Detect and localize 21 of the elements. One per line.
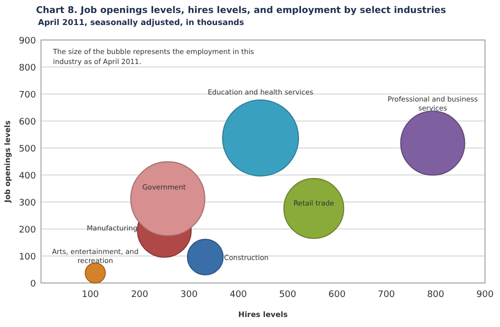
x-tick-label: 200	[131, 290, 149, 300]
chart-subtitle: April 2011, seasonally adjusted, in thousands	[38, 18, 244, 27]
y-tick-label: 700	[18, 90, 36, 100]
x-tick-label: 700	[378, 290, 396, 300]
y-tick-label: 900	[18, 36, 36, 46]
y-tick-label: 600	[18, 118, 36, 128]
y-tick-label: 100	[18, 252, 36, 262]
y-tick-label: 500	[18, 144, 36, 154]
y-tick-label: 0	[30, 280, 36, 290]
x-tick-label: 900	[476, 290, 494, 300]
y-tick-label: 800	[18, 64, 36, 74]
chart-title: Chart 8. Job openings levels, hires levels, and employment by select industries	[36, 5, 446, 16]
x-tick-label: 300	[180, 290, 198, 300]
x-tick-label: 600	[328, 290, 346, 300]
y-tick-label: 300	[18, 198, 36, 208]
x-tick-label: 100	[82, 290, 100, 300]
y-tick-label: 400	[18, 172, 36, 182]
y-tick-label: 200	[18, 226, 36, 236]
x-tick-label: 800	[427, 290, 445, 300]
x-tick-label: 500	[279, 290, 297, 300]
x-tick-label: 400	[230, 290, 248, 300]
